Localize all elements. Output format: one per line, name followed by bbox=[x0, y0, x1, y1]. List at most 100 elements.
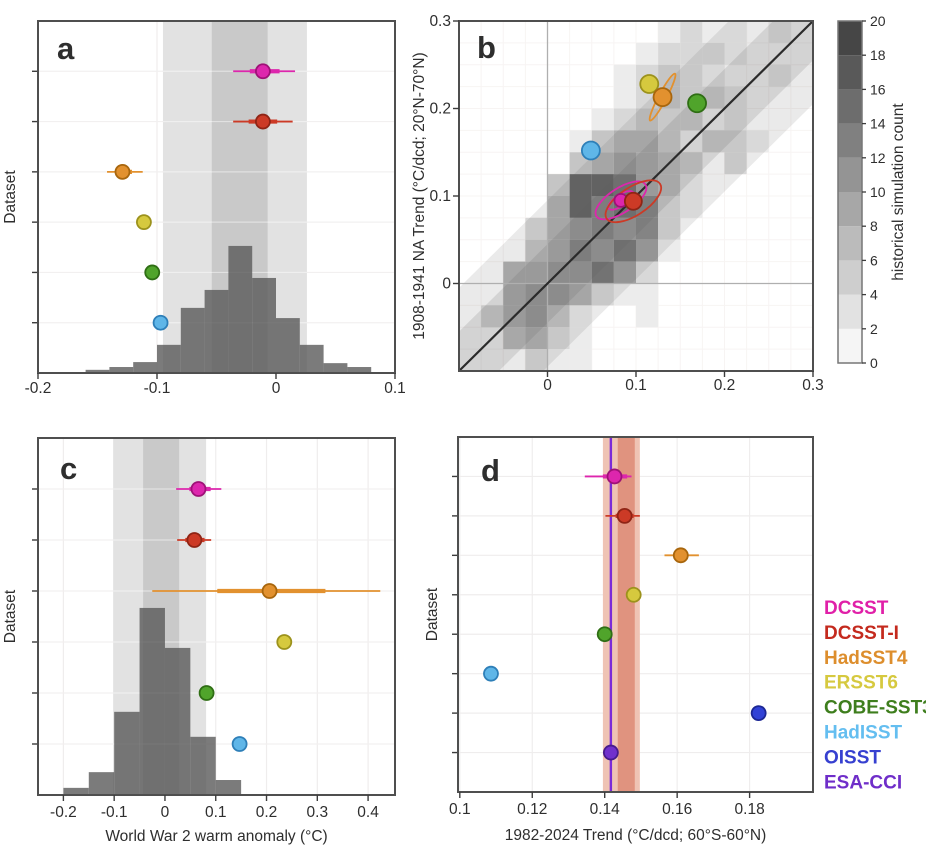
data-point-ERSST6 bbox=[639, 74, 660, 94]
heatmap-cell bbox=[569, 327, 592, 350]
heatmap-cell bbox=[636, 261, 659, 284]
heatmap-cell bbox=[702, 130, 725, 153]
data-point-HadISST bbox=[152, 314, 169, 331]
heatmap-cell bbox=[724, 130, 747, 153]
x-tick-label: 0.14 bbox=[590, 801, 621, 818]
histogram-bar bbox=[139, 607, 165, 795]
heatmap-cell bbox=[658, 108, 681, 131]
heatmap-cell bbox=[591, 239, 614, 262]
legend-item-HadISST: HadISST bbox=[824, 723, 903, 744]
histogram-bar bbox=[323, 363, 348, 373]
histogram-bar bbox=[276, 318, 300, 373]
data-point-OISST bbox=[750, 705, 767, 722]
heatmap-cell bbox=[680, 196, 703, 218]
panel-letter-d: d bbox=[481, 453, 500, 488]
data-point-DCSST-I bbox=[623, 191, 643, 211]
data-point-HadSST4 bbox=[652, 87, 673, 108]
x-tick-label: 0 bbox=[272, 380, 281, 397]
x-tick-label: 0.2 bbox=[256, 804, 278, 821]
heatmap-cell bbox=[525, 305, 548, 328]
heatmap-cell bbox=[525, 349, 548, 371]
heatmap-cell bbox=[768, 64, 791, 87]
heatmap-cell bbox=[613, 261, 636, 284]
panel-letter-a: a bbox=[57, 31, 75, 66]
histogram-bar bbox=[85, 369, 110, 373]
colorbar-segment bbox=[838, 123, 862, 158]
heatmap-cell bbox=[724, 42, 747, 65]
heatmap-cell bbox=[525, 239, 548, 262]
colorbar-tick-label: 10 bbox=[870, 184, 886, 200]
histogram-bar bbox=[133, 362, 157, 373]
panel-letter-c: c bbox=[60, 451, 77, 486]
colorbar-tick-label: 18 bbox=[870, 47, 886, 63]
heatmap-cell bbox=[547, 327, 570, 350]
histogram-bar bbox=[215, 780, 242, 795]
x-tick-label: 0 bbox=[161, 804, 170, 821]
heatmap-cell bbox=[591, 174, 614, 196]
y-axis-label: Dataset bbox=[2, 589, 19, 643]
x-axis-label: World War 2 warm anomaly (°C) bbox=[105, 828, 327, 845]
histogram-bar bbox=[228, 245, 253, 373]
heatmap-cell bbox=[613, 130, 636, 153]
heatmap-cell bbox=[547, 305, 570, 328]
colorbar-tick-label: 20 bbox=[870, 13, 886, 29]
heatmap-cell bbox=[680, 108, 703, 131]
x-tick-label: 0.12 bbox=[517, 801, 547, 818]
heatmap-cell bbox=[658, 239, 681, 262]
heatmap-cell bbox=[547, 217, 570, 240]
heatmap-cell bbox=[702, 86, 725, 109]
colorbar-segment bbox=[838, 328, 862, 363]
heatmap-cell bbox=[680, 21, 703, 43]
histogram-bar bbox=[88, 772, 115, 795]
y-tick-label: 0.1 bbox=[429, 188, 451, 205]
colorbar-tick-label: 12 bbox=[870, 150, 886, 166]
colorbar-tick-label: 14 bbox=[870, 116, 886, 132]
colorbar-tick-label: 6 bbox=[870, 252, 878, 268]
colorbar-tick-label: 8 bbox=[870, 218, 878, 234]
heatmap-cell bbox=[680, 64, 703, 87]
heatmap-cell bbox=[636, 283, 659, 306]
legend-item-COBE-SST3: COBE-SST3 bbox=[824, 698, 926, 719]
colorbar-segment bbox=[838, 89, 862, 124]
y-axis-label: Dataset bbox=[424, 587, 441, 641]
colorbar-tick-label: 2 bbox=[870, 321, 878, 337]
histogram-bar bbox=[252, 277, 276, 373]
heatmap-cell bbox=[613, 64, 636, 87]
heatmap-cell bbox=[702, 64, 725, 87]
colorbar-segment bbox=[838, 226, 862, 261]
colorbar-label: historical simulation count bbox=[890, 103, 907, 281]
data-point-HadISST bbox=[580, 140, 601, 161]
heatmap-cell bbox=[547, 239, 570, 262]
heatmap-cell bbox=[680, 152, 703, 175]
data-point-DCSST bbox=[255, 63, 271, 80]
heatmap-cell bbox=[613, 283, 636, 306]
data-point-HadISST bbox=[483, 665, 499, 682]
data-point-ERSST6 bbox=[625, 586, 642, 603]
heatmap-cell bbox=[613, 152, 636, 175]
heatmap-cell bbox=[702, 42, 725, 65]
colorbar-segment bbox=[838, 21, 862, 56]
heatmap-cell bbox=[680, 42, 703, 65]
heatmap-cell bbox=[525, 217, 548, 240]
heatmap-cell bbox=[636, 108, 659, 131]
y-tick-label: 0.3 bbox=[429, 13, 451, 30]
heatmap-cell bbox=[658, 196, 681, 218]
trend-band-dark bbox=[617, 437, 635, 792]
confidence-ellipse-DCSST bbox=[594, 180, 648, 221]
histogram-bar bbox=[63, 787, 89, 795]
colorbar-tick-label: 4 bbox=[870, 287, 878, 303]
histogram-bar bbox=[180, 307, 205, 373]
colorbar-segment bbox=[838, 157, 862, 192]
panel-border bbox=[457, 436, 814, 793]
heatmap-cell bbox=[613, 239, 636, 262]
x-tick-label: -0.2 bbox=[25, 380, 52, 397]
heatmap-cell bbox=[724, 152, 747, 175]
heatmap-cell bbox=[636, 130, 659, 153]
heatmap-cell bbox=[569, 174, 592, 196]
x-tick-label: 0.3 bbox=[307, 804, 329, 821]
heatmap-cell bbox=[569, 349, 592, 371]
heatmap-cell bbox=[636, 42, 659, 65]
histogram-bar bbox=[164, 647, 191, 795]
